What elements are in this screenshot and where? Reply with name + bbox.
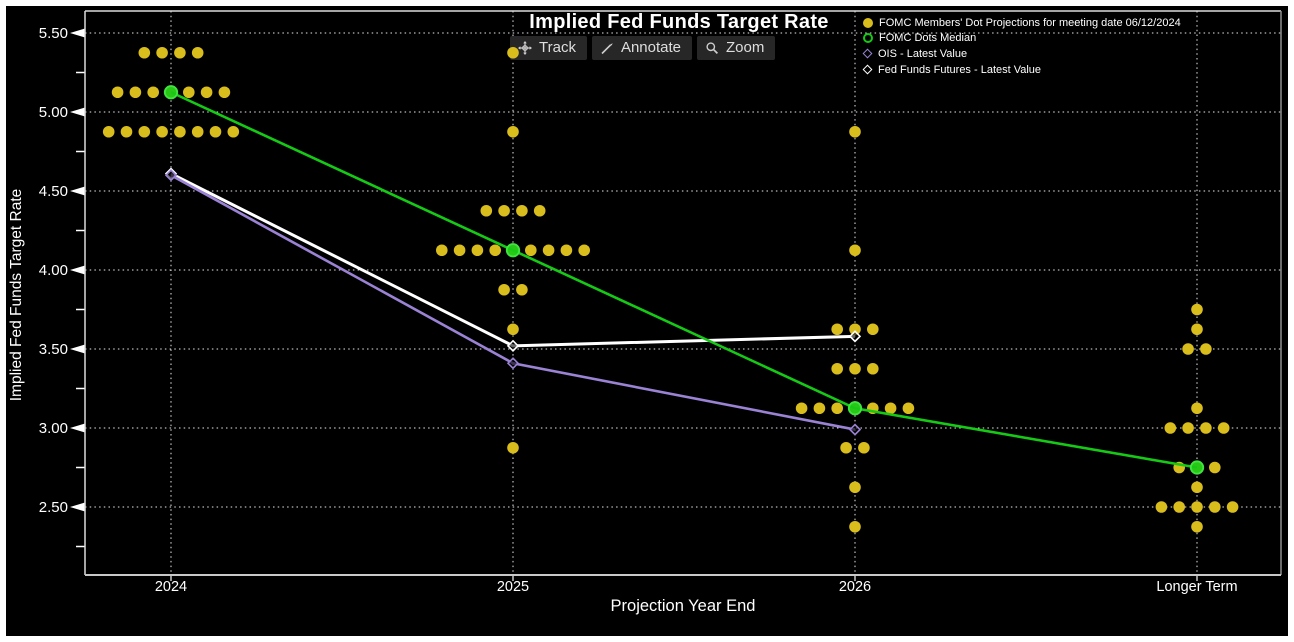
legend-label: Fed Funds Futures - Latest Value <box>878 63 1042 76</box>
legend-item-fed-funds-futures[interactable]: Fed Funds Futures - Latest Value <box>862 62 1181 78</box>
x-tick-label: 2025 <box>496 579 530 595</box>
zoom-button[interactable]: Zoom <box>697 36 776 60</box>
track-crosshair-icon <box>518 40 532 55</box>
y-tick-label: 5.00 <box>38 104 68 121</box>
annotate-button[interactable]: Annotate <box>591 36 693 60</box>
x-tick-label: Longer Term <box>1156 579 1238 595</box>
chart-title: Implied Fed Funds Target Rate <box>529 11 829 33</box>
chart-toolbar: Track Annotate Zoom <box>510 36 776 60</box>
x-tick-label: 2024 <box>154 579 188 595</box>
y-tick-label: 5.50 <box>38 25 68 42</box>
track-button-label: Track <box>539 39 576 56</box>
chart-background <box>6 6 1288 636</box>
legend-item-fomc-dots[interactable]: FOMC Members' Dot Projections for meetin… <box>863 15 1181 31</box>
x-tick-label: 2026 <box>838 579 872 595</box>
y-tick-label: 3.00 <box>38 420 68 437</box>
y-tick-label: 2.50 <box>38 499 68 516</box>
y-tick-label: 4.00 <box>38 262 68 279</box>
legend-item-ois[interactable]: OIS - Latest Value <box>862 46 1181 62</box>
x-axis-title: Projection Year End <box>610 597 756 615</box>
legend-item-fomc-median[interactable]: FOMC Dots Median <box>863 31 1181 47</box>
white-diamond-legend-icon <box>862 64 873 75</box>
yellow-dot-legend-icon <box>863 17 873 28</box>
legend-label: OIS - Latest Value <box>878 47 968 60</box>
annotate-button-label: Annotate <box>620 39 682 56</box>
legend-label: FOMC Dots Median <box>879 32 977 45</box>
green-open-circle-legend-icon <box>863 33 873 44</box>
zoom-magnifier-icon <box>706 41 719 54</box>
zoom-button-label: Zoom <box>726 39 765 56</box>
track-button[interactable]: Track <box>510 36 587 60</box>
legend-label: FOMC Members' Dot Projections for meetin… <box>879 16 1181 29</box>
y-tick-label: 3.50 <box>38 341 68 358</box>
annotate-pencil-icon <box>601 42 613 54</box>
chart-legend: FOMC Members' Dot Projections for meetin… <box>862 15 1181 78</box>
purple-diamond-legend-icon <box>862 49 873 59</box>
y-axis-title: Implied Fed Funds Target Rate <box>8 188 25 402</box>
y-tick-label: 4.50 <box>38 183 68 200</box>
